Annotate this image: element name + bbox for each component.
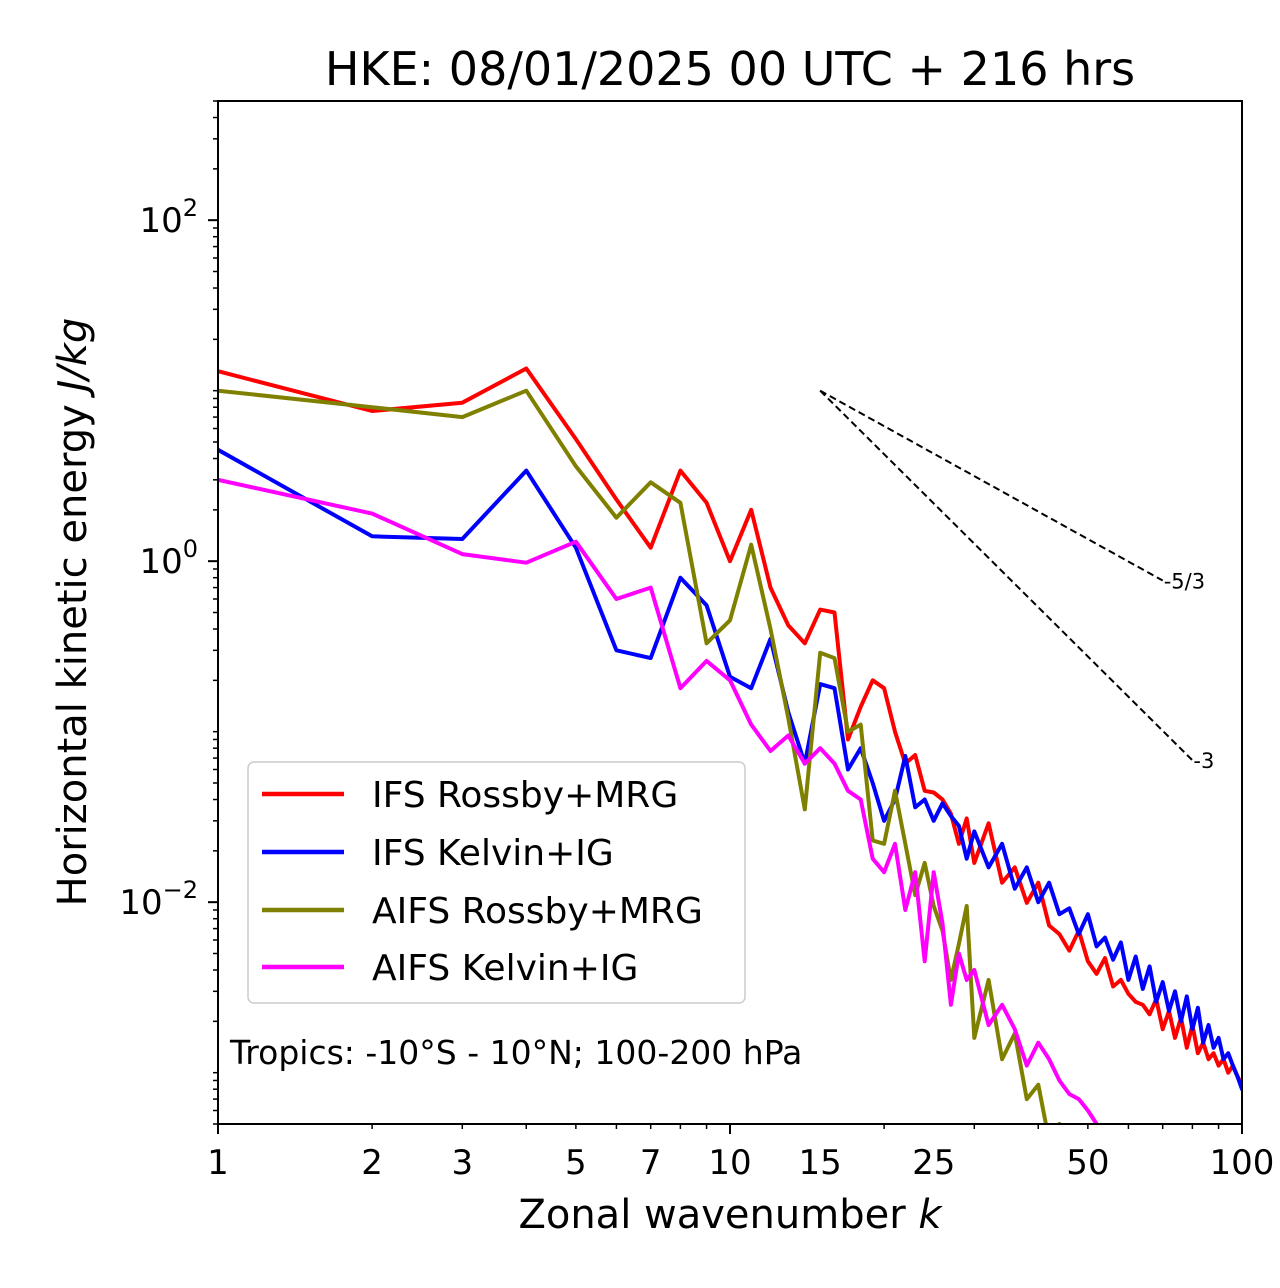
reference-slope-line [819,389,1164,582]
x-tick-label: 25 [912,1143,955,1183]
x-tick-label: 2 [361,1143,383,1183]
legend-frame [247,761,746,1004]
series-line [218,388,1063,1124]
y-tick-label: 102 [139,194,198,241]
legend-label: AIFS Kelvin+IG [372,948,638,989]
legend-entry: AIFS Rossby+MRG [262,891,703,932]
x-axis-ticks: 1 2 3 5 7 10 15 25 50 100 [207,1124,1274,1183]
y-axis-label: Horizontal kinetic energy J/kg [50,318,96,907]
reference-slope-line [819,389,1194,761]
legend-entry: IFS Rossby+MRG [262,775,678,816]
series-layer [218,366,1242,1124]
legend-entry: IFS Kelvin+IG [262,833,614,874]
legend-label: IFS Kelvin+IG [372,833,614,874]
x-tick-label: 100 [1210,1143,1275,1183]
x-axis-label: Zonal wavenumber k [518,1192,943,1238]
x-tick-label: 50 [1066,1143,1109,1183]
series-line [218,447,1242,1092]
reference-slopes: -5/3 -3 [819,389,1214,773]
legend-label: AIFS Rossby+MRG [372,891,703,932]
region-annotation: Tropics: -10°S - 10°N; 100-200 hPa [229,1033,802,1072]
x-tick-label: 10 [708,1143,751,1183]
x-tick-label: 7 [640,1143,662,1183]
reference-slope-label: -3 [1193,749,1214,773]
y-axis-ticks: 102 100 10−2 [119,100,218,1125]
series-line [218,366,1242,1087]
x-tick-label: 1 [207,1143,229,1183]
series-line [218,477,1100,1124]
chart-title: HKE: 08/01/2025 00 UTC + 216 hrs [325,42,1135,96]
x-tick-label: 15 [799,1143,842,1183]
y-tick-label: 100 [139,535,198,582]
x-tick-label: 5 [565,1143,587,1183]
y-tick-label: 10−2 [119,876,198,923]
legend: IFS Rossby+MRG IFS Kelvin+IG AIFS Rossby… [247,761,746,1004]
legend-label: IFS Rossby+MRG [372,775,678,816]
legend-entry: AIFS Kelvin+IG [262,948,638,989]
reference-slope-label: -5/3 [1164,570,1205,594]
x-tick-label: 3 [451,1143,473,1183]
